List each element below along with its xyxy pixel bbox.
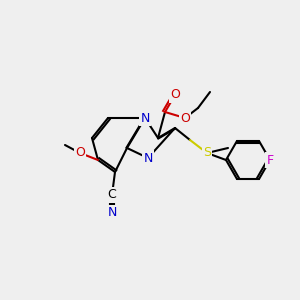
Text: N: N: [140, 112, 150, 124]
Text: S: S: [203, 146, 211, 160]
Text: O: O: [180, 112, 190, 124]
Text: F: F: [266, 154, 274, 166]
Text: O: O: [75, 146, 85, 160]
Text: O: O: [170, 88, 180, 101]
Text: N: N: [107, 206, 117, 220]
Text: C: C: [108, 188, 116, 202]
Text: N: N: [143, 152, 153, 164]
